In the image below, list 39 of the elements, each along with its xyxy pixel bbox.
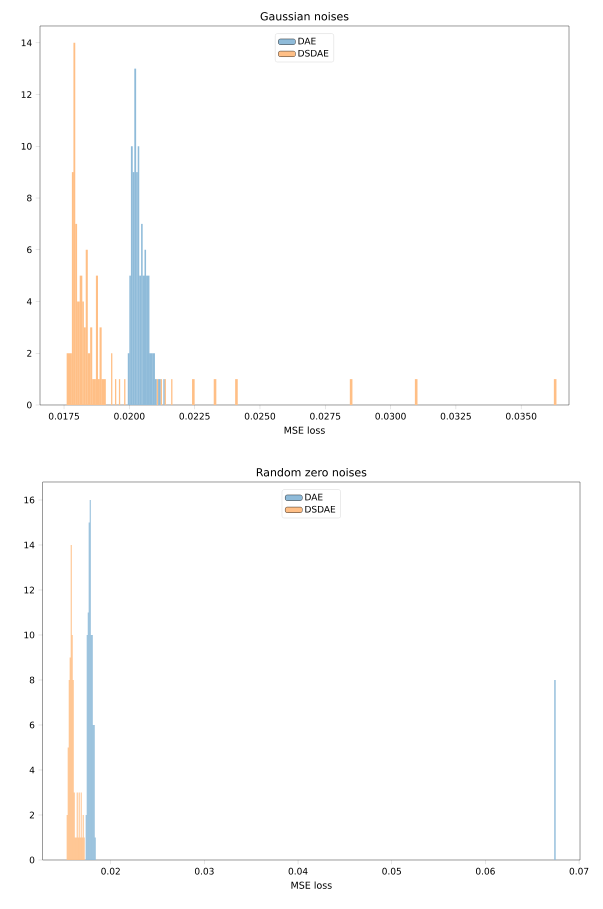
y-tick-label: 10 xyxy=(24,632,34,638)
x-tick-label: 0.0175 xyxy=(48,412,79,420)
chart-title: Gaussian noises xyxy=(260,12,348,20)
y-tick-label: 0 xyxy=(30,856,34,864)
y-tick-label: 16 xyxy=(24,496,34,504)
x-tick-label: 0.0225 xyxy=(180,412,210,420)
legend-label: DSDAE xyxy=(298,50,328,57)
legend-label: DSDAE xyxy=(305,506,336,513)
x-tick-label: 0.06 xyxy=(476,868,495,875)
legend-label: DAE xyxy=(298,38,316,44)
y-tick-label: 6 xyxy=(30,722,34,728)
y-tick-label: 10 xyxy=(22,142,32,150)
x-tick-label: 0.07 xyxy=(570,868,588,875)
x-tick-label: 0.05 xyxy=(382,868,401,875)
x-tick-label: 0.0350 xyxy=(506,412,536,420)
y-tick-label: 12 xyxy=(22,91,32,98)
y-tick-label: 12 xyxy=(24,586,34,594)
x-tick-label: 0.03 xyxy=(194,868,214,875)
chart-title: Random zero noises xyxy=(256,468,366,476)
x-tick-label: 0.0250 xyxy=(244,412,276,420)
y-tick-label: 14 xyxy=(24,542,34,548)
y-tick-label: 2 xyxy=(27,350,32,357)
legend-label: DAE xyxy=(305,494,323,500)
y-tick-label: 8 xyxy=(30,676,34,684)
x-tick-label: 0.04 xyxy=(288,868,308,875)
x-tick-label: 0.0300 xyxy=(375,412,406,420)
y-tick-label: 6 xyxy=(27,246,32,254)
x-tick-label: 0.0275 xyxy=(310,412,340,420)
y-tick-label: 14 xyxy=(22,40,32,46)
x-tick-label: 0.02 xyxy=(101,868,120,875)
y-tick-label: 8 xyxy=(27,194,32,202)
y-tick-label: 4 xyxy=(30,766,34,774)
y-tick-label: 0 xyxy=(27,402,32,408)
y-tick-label: 2 xyxy=(30,812,34,818)
x-axis-title: MSE loss xyxy=(291,881,332,889)
x-axis-title: MSE loss xyxy=(284,426,325,434)
y-tick-label: 4 xyxy=(26,298,32,305)
x-tick-label: 0.0200 xyxy=(114,412,144,420)
x-tick-label: 0.0325 xyxy=(440,412,471,420)
